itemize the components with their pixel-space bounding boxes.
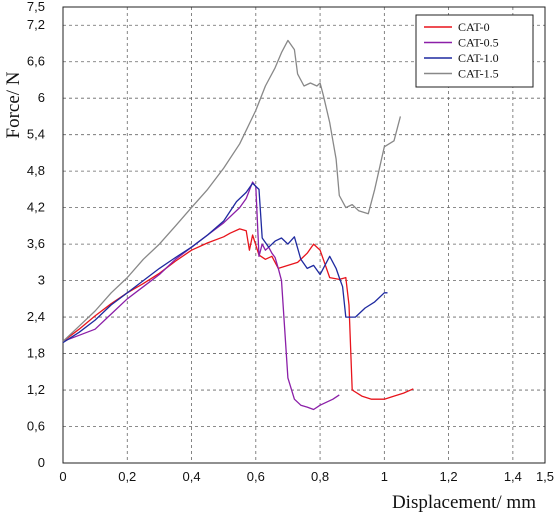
series-line-cat-1-0 bbox=[62, 182, 388, 344]
x-tick-label: 0,2 bbox=[118, 469, 136, 484]
x-axis-ticks: 0 0,2 0,4 0,6 0,8 1 1,2 1,4 1,5 bbox=[59, 469, 554, 484]
x-axis-label: Displacement/ mm bbox=[392, 492, 536, 513]
y-axis-label: Force/ N bbox=[3, 71, 24, 138]
plot-frame bbox=[62, 6, 546, 464]
x-tick-label: 0,8 bbox=[311, 469, 329, 484]
series-line-cat-1-5 bbox=[62, 39, 402, 342]
y-tick-label: 2,4 bbox=[27, 309, 45, 324]
y-axis-ticks: 0 0,6 1,2 1,8 2,4 3 3,6 4,2 4,8 5,4 6 6,6 7,2 7,5 bbox=[27, 0, 45, 470]
x-tick-label: 1,5 bbox=[536, 469, 554, 484]
y-tick-label: 6,6 bbox=[27, 54, 45, 69]
x-tick-label: 0,6 bbox=[247, 469, 265, 484]
y-tick-label: 3 bbox=[38, 273, 45, 288]
grid-lines bbox=[63, 7, 545, 463]
series-lines bbox=[62, 39, 414, 411]
y-tick-label: 5,4 bbox=[27, 127, 45, 142]
y-tick-label: 1,2 bbox=[27, 382, 45, 397]
x-tick-label: 1,2 bbox=[440, 469, 458, 484]
x-tick-label: 1 bbox=[381, 469, 388, 484]
y-tick-label: 4,8 bbox=[27, 163, 45, 178]
legend-label: CAT-0 bbox=[458, 20, 490, 34]
legend-label: CAT-0.5 bbox=[458, 36, 499, 50]
series-line-cat-0-5 bbox=[62, 181, 340, 411]
y-tick-label: 4,2 bbox=[27, 200, 45, 215]
x-tick-label: 0 bbox=[59, 469, 66, 484]
x-tick-label: 0,4 bbox=[182, 469, 200, 484]
y-tick-label: 7,2 bbox=[27, 17, 45, 32]
legend-label: CAT-1.0 bbox=[458, 51, 499, 65]
y-tick-label: 1,8 bbox=[27, 346, 45, 361]
x-tick-label: 1,4 bbox=[504, 469, 522, 484]
y-tick-label: 0 bbox=[38, 455, 45, 470]
series-line-cat-0 bbox=[62, 228, 414, 400]
y-tick-label: 3,6 bbox=[27, 236, 45, 251]
y-tick-label: 6 bbox=[38, 90, 45, 105]
legend-label: CAT-1.5 bbox=[458, 67, 499, 81]
y-tick-label: 0,6 bbox=[27, 419, 45, 434]
y-tick-label: 7,5 bbox=[27, 0, 45, 14]
